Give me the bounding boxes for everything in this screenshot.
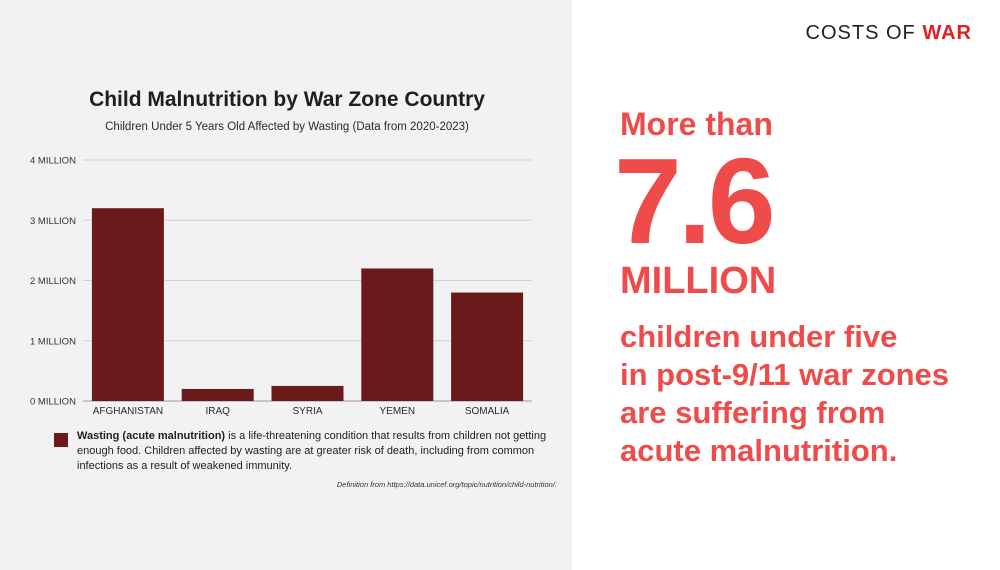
x-tick-label: YEMEN: [380, 406, 416, 417]
brand-logo: COSTS OF WAR: [806, 22, 972, 45]
chart-title: Child Malnutrition by War Zone Country: [89, 88, 485, 111]
legend-description: is a life-threatening condition that res…: [77, 430, 547, 472]
stat-description-line: children under five: [620, 319, 898, 354]
stat-number: 7.6: [614, 133, 776, 269]
y-tick-label: 3 MILLION: [30, 216, 76, 227]
legend-term: Wasting (acute malnutrition): [77, 430, 226, 442]
stat-description: children under five in post-9/11 war zon…: [620, 318, 990, 470]
y-tick-label: 2 MILLION: [30, 276, 76, 287]
x-tick-label: AFGHANISTAN: [93, 406, 163, 417]
bar-afghanistan: [91, 208, 164, 401]
y-tick-label: 1 MILLION: [30, 336, 76, 347]
stat-description-line: are suffering from: [620, 395, 886, 430]
x-tick-label: SOMALIA: [465, 406, 510, 417]
bar-yemen: [361, 268, 434, 401]
bar-iraq: [181, 388, 254, 401]
y-tick-label: 4 MILLION: [30, 156, 76, 167]
bar-chart: 0 MILLION 1 MILLION 2 MILLION 3 MILLION 4 MI…: [30, 156, 532, 417]
stat-unit: MILLION: [620, 260, 777, 302]
legend-text: Wasting (acute malnutrition) is a life-t…: [77, 429, 547, 474]
y-tick-label: 0 MILLION: [30, 397, 76, 408]
legend-swatch: [54, 433, 68, 447]
x-tick-label: IRAQ: [205, 406, 230, 417]
chart-subtitle: Children Under 5 Years Old Affected by W…: [105, 121, 469, 133]
stat-description-line: in post-9/11 war zones: [620, 357, 950, 392]
stat-prefix: More than: [620, 106, 773, 142]
source-note: Definition from https://data.unicef.org/…: [336, 480, 557, 489]
bar-syria: [271, 385, 344, 401]
stat-panel: [572, 0, 1000, 570]
brand-text: COSTS OF: [805, 22, 923, 44]
brand-accent: WAR: [922, 22, 972, 44]
bar-somalia: [451, 292, 524, 401]
stat-description-line: acute malnutrition.: [620, 433, 898, 468]
x-tick-label: SYRIA: [292, 406, 322, 417]
